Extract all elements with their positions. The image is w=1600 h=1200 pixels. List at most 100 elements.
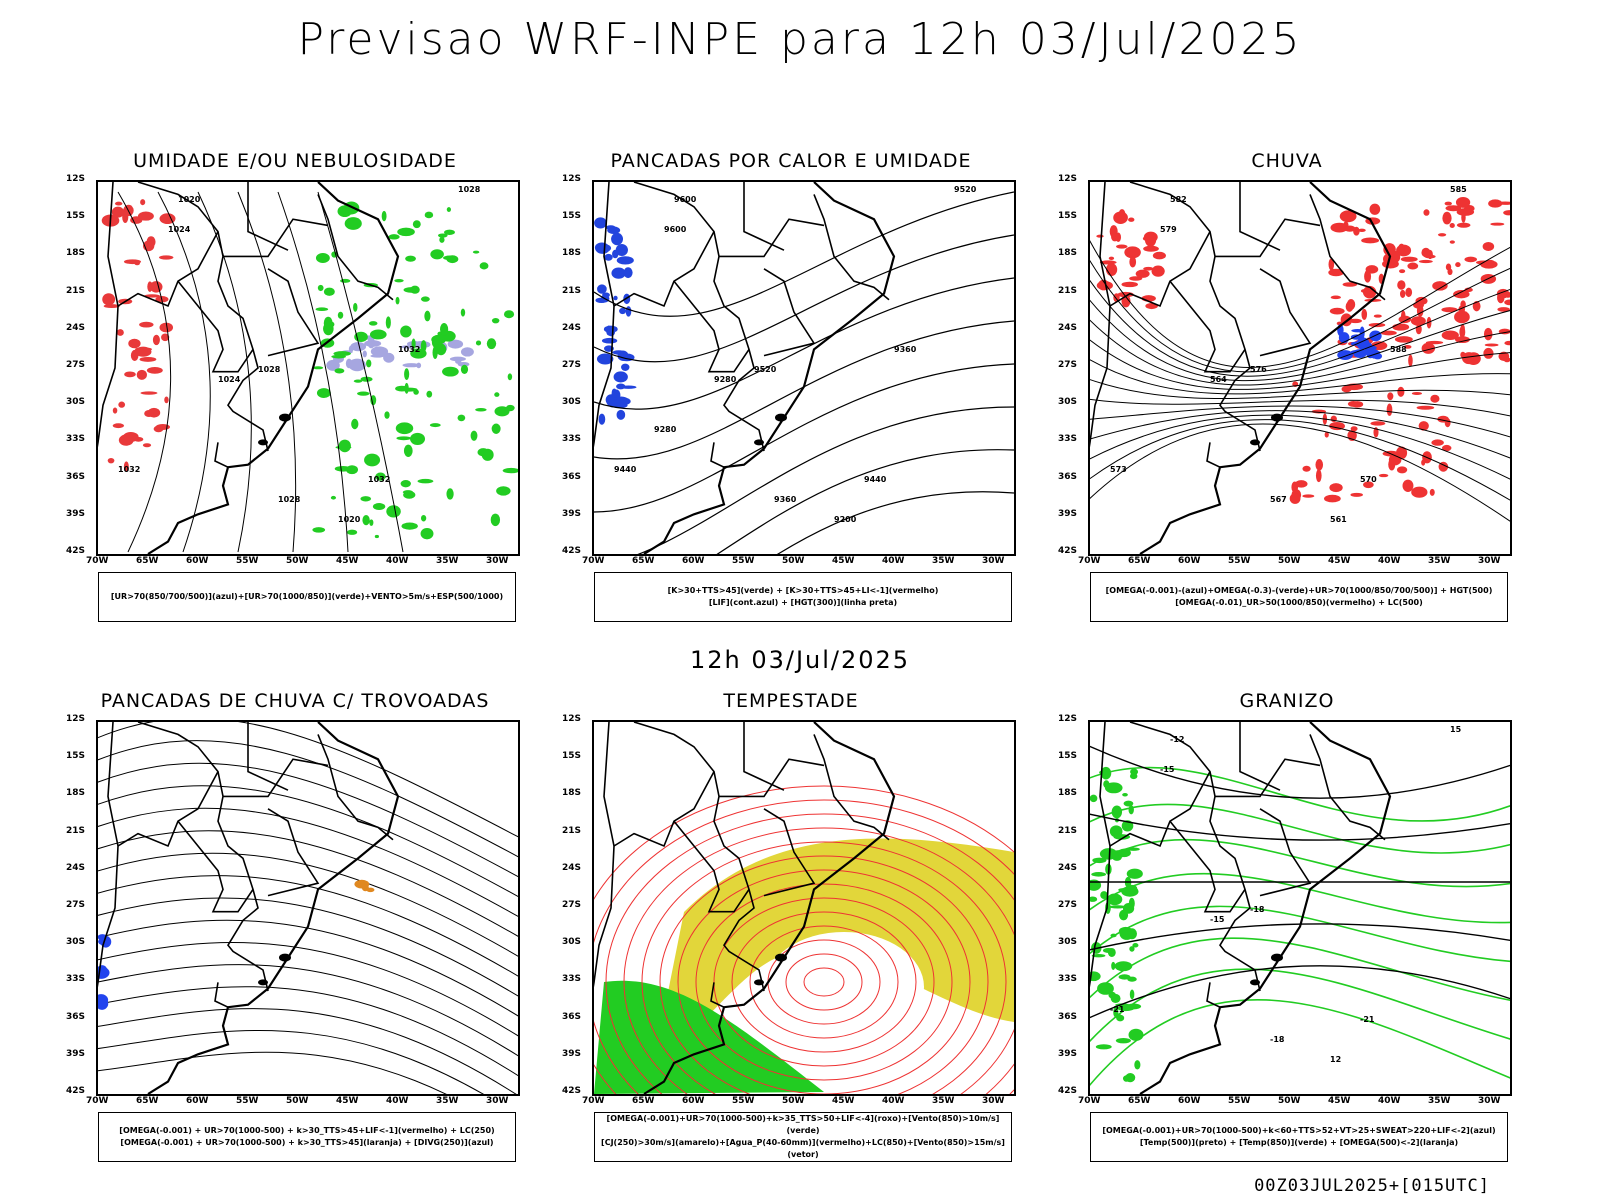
- lon-tick-label: 50W: [1278, 556, 1301, 566]
- contour-label: -18: [1270, 1035, 1285, 1044]
- temp500-contour: [1090, 813, 1510, 841]
- panel-legend: [OMEGA(-0.001)+UR>70(1000-500)+k<60+TTS>…: [1090, 1112, 1508, 1162]
- temp850-contour: [1090, 838, 1510, 888]
- lon-tick-label: 35W: [1428, 556, 1451, 566]
- lat-tick-label: 15S: [66, 211, 86, 222]
- lat-tick-label: 18S: [1058, 248, 1078, 259]
- hgt500-contour: [1090, 279, 1510, 377]
- hgt300-contour: [594, 234, 1014, 363]
- lat-tick-label: 12S: [562, 714, 582, 724]
- lon-tick-label: 30W: [486, 556, 509, 566]
- lon-tick-label: 40W: [882, 1096, 905, 1106]
- map-svg: [594, 722, 1014, 1094]
- contour-label: 1032: [398, 345, 420, 354]
- lon-tick-label: 55W: [236, 1096, 259, 1106]
- lon-tick-label: 70W: [1078, 556, 1101, 566]
- legend-line: [OMEGA(-0.01)_UR>50(1000/850)(vermelho) …: [1175, 598, 1423, 607]
- contour-label: 9440: [614, 465, 637, 474]
- map-svg: [98, 722, 518, 1094]
- contour-label: 9520: [954, 185, 977, 194]
- map-area: 1020 1024 1028 1032 1032 1028 1024 1020 1028 1032: [96, 180, 520, 556]
- streamlines: [117, 191, 404, 553]
- lon-tick-label: 70W: [582, 556, 605, 566]
- lat-tick-label: 27S: [1058, 900, 1078, 910]
- temp500-contour: [1090, 745, 1510, 799]
- contour-label: 9440: [864, 475, 887, 484]
- lat-tick-label: 30S: [1058, 937, 1078, 948]
- rain-area: [1289, 381, 1452, 504]
- lat-tick-label: 15S: [562, 751, 582, 762]
- political-boundaries: [594, 182, 896, 554]
- contour-label: 1024: [218, 375, 241, 384]
- contour-label: 9360: [894, 345, 917, 354]
- lat-tick-label: 36S: [1058, 1011, 1078, 1022]
- contour-label: 9360: [774, 495, 797, 504]
- contour-label: 570: [1360, 475, 1377, 484]
- forecast-panel: PANCADAS DE CHUVA C/ TROVOADAS 12S 15S 18S 2…: [60, 690, 530, 1162]
- lon-tick-label: 40W: [386, 556, 409, 566]
- hgt500-contour: [1090, 339, 1510, 390]
- lat-tick-label: 33S: [66, 434, 86, 445]
- hgt500-contour: [1090, 259, 1510, 373]
- contour-label: 9200: [834, 515, 857, 524]
- lon-tick-label: 30W: [982, 1096, 1005, 1106]
- contour-label: 1028: [258, 365, 281, 374]
- streamline: [98, 919, 518, 1017]
- temp850-contour: [1090, 872, 1510, 924]
- lat-tick-label: 12S: [66, 714, 86, 724]
- political-boundaries: [98, 722, 400, 1094]
- lon-tick-label: 30W: [486, 1096, 509, 1106]
- temp850-contour: [1090, 968, 1510, 1043]
- lat-tick-label: 39S: [562, 508, 582, 519]
- panel-title: TEMPESTADE: [723, 690, 859, 712]
- lon-tick-label: 45W: [832, 556, 855, 566]
- panel-title: GRANIZO: [1239, 690, 1335, 712]
- hgt300-contour: [594, 191, 1014, 317]
- lat-tick-label: 24S: [66, 322, 86, 333]
- humidity-low-area: [312, 201, 518, 540]
- lat-tick-label: 36S: [562, 471, 582, 482]
- contour-label: -18: [1250, 905, 1265, 914]
- streamline: [98, 1008, 517, 1094]
- panel-legend: [UR>70(850/700/500)](azul)+[UR>70(1000/8…: [98, 572, 516, 622]
- lon-tick-label: 65W: [632, 556, 655, 566]
- panel-title: UMIDADE E/OU NEBULOSIDADE: [133, 150, 457, 172]
- contour-label: -15: [1210, 915, 1225, 924]
- lat-tick-label: 27S: [66, 900, 86, 910]
- lat-tick-label: 24S: [1058, 322, 1078, 333]
- lon-tick-label: 50W: [782, 1096, 805, 1106]
- contour-label: 1028: [458, 185, 481, 194]
- lon-tick-label: 60W: [186, 556, 209, 566]
- lon-tick-label: 50W: [1278, 1096, 1301, 1106]
- temp850-detail: [1090, 766, 1144, 1083]
- contour-label: 1020: [338, 515, 361, 524]
- streamline-850: [605, 813, 1014, 1094]
- run-timestamp: 00Z03JUL2025+[015UTC]: [1254, 1176, 1490, 1196]
- contour-label: -21: [1360, 1015, 1375, 1024]
- lat-tick-label: 15S: [66, 751, 86, 762]
- lon-tick-label: 55W: [236, 556, 259, 566]
- lon-tick-label: 60W: [1178, 556, 1201, 566]
- legend-line: [OMEGA(-0.001) + UR>70(1000-500) + k>30_…: [120, 1138, 494, 1147]
- contour-label: 9280: [714, 375, 737, 384]
- lon-tick-label: 40W: [386, 1096, 409, 1106]
- contour-label: 12: [1330, 1055, 1341, 1064]
- streamline-850: [803, 967, 845, 997]
- lat-tick-label: 15S: [562, 211, 582, 222]
- map-area: 582 579 576 573 570 567 564 561 585 588: [1088, 180, 1512, 556]
- lon-tick-label: 70W: [582, 1096, 605, 1106]
- lon-tick-label: 45W: [832, 1096, 855, 1106]
- contour-label: 1020: [178, 195, 201, 204]
- lat-tick-label: 12S: [1058, 714, 1078, 724]
- contour-label: 579: [1160, 225, 1177, 234]
- map-area: [96, 720, 520, 1096]
- lat-tick-label: 27S: [562, 900, 582, 910]
- lon-tick-label: 70W: [86, 556, 109, 566]
- panel-title: CHUVA: [1251, 150, 1323, 172]
- streamline-850: [785, 953, 863, 1011]
- lon-tick-label: 40W: [1378, 1096, 1401, 1106]
- hgt300-contour: [777, 491, 1014, 554]
- lat-tick-label: 42S: [562, 546, 582, 556]
- streamline: [98, 1029, 484, 1094]
- lon-tick-label: 50W: [782, 556, 805, 566]
